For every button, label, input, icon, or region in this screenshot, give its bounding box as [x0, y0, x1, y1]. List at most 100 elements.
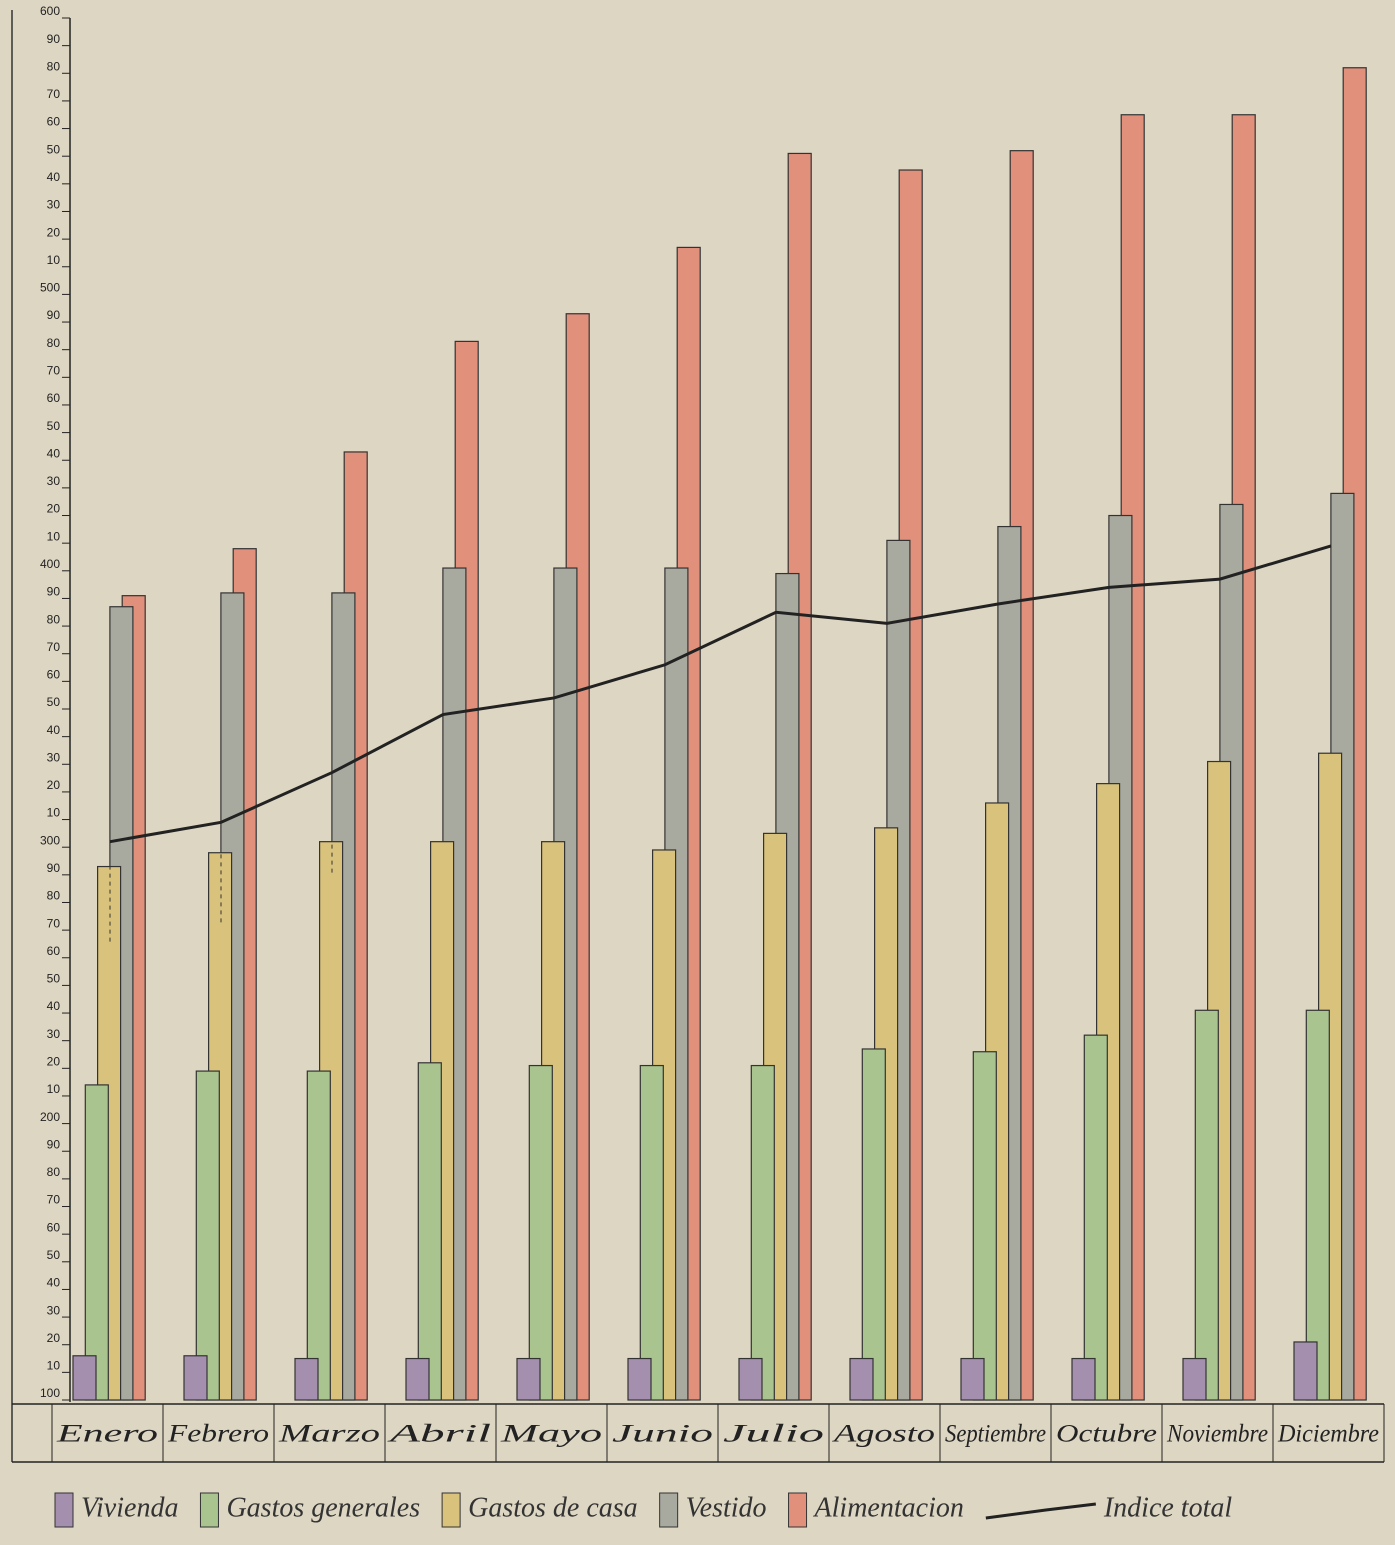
legend-label: Alimentacion — [813, 1492, 964, 1523]
bar — [417, 1062, 442, 1401]
line — [109, 544, 1332, 844]
x-tick-label: Marzo — [277, 1421, 380, 1448]
y-tick-label: 50 — [47, 1248, 61, 1262]
bar — [405, 1357, 430, 1401]
y-tick-label: 20 — [47, 225, 61, 239]
x-tick-label: Mayo — [499, 1421, 602, 1448]
bar — [306, 1070, 331, 1401]
bar — [72, 1355, 97, 1401]
x-tick-label: Septiembre — [945, 1421, 1046, 1448]
y-tick-label: 60 — [47, 668, 61, 682]
bar — [183, 1355, 208, 1401]
bar — [972, 1051, 997, 1401]
x-tick-label: Junio — [612, 1421, 713, 1448]
bar — [1182, 1357, 1207, 1401]
y-tick-label: 90 — [47, 585, 61, 599]
y-tick-label: 80 — [47, 336, 61, 350]
x-tick-label: Febrero — [167, 1421, 269, 1448]
bar — [528, 1064, 553, 1401]
y-tick-label: 10 — [47, 1082, 61, 1096]
y-tick-label: 90 — [47, 32, 61, 46]
x-tick-label: Agosto — [831, 1421, 935, 1448]
y-tick-label: 70 — [47, 87, 61, 101]
legend-swatch — [788, 1492, 808, 1528]
x-tick-label: Abril — [386, 1421, 491, 1448]
y-tick-label: 10 — [47, 529, 61, 543]
y-tick-label: 30 — [47, 1303, 61, 1317]
x-tick-label: Diciembre — [1277, 1421, 1379, 1448]
y-tick-label: 300 — [40, 833, 60, 847]
y-tick-label: 40 — [47, 446, 61, 460]
y-tick-label: 40 — [47, 170, 61, 184]
y-tick-label: 60 — [47, 391, 61, 405]
y-tick-label: 70 — [47, 363, 61, 377]
legend-label: Indice total — [1103, 1492, 1233, 1523]
y-tick-label: 30 — [47, 198, 61, 212]
y-tick-label: 10 — [47, 253, 61, 267]
y-tick-label: 20 — [47, 1331, 61, 1345]
y-tick-label: 80 — [47, 612, 61, 626]
legend-label: Gastos generales — [226, 1492, 420, 1523]
y-tick-label: 60 — [47, 944, 61, 958]
bar — [960, 1357, 985, 1401]
bar — [861, 1048, 886, 1401]
y-tick-label: 80 — [47, 59, 61, 73]
legend-label: Vestido — [686, 1492, 767, 1523]
bar — [849, 1357, 874, 1401]
y-tick-label: 90 — [47, 308, 61, 322]
y-tick-label: 10 — [47, 1359, 61, 1373]
bar — [1083, 1034, 1108, 1401]
bar — [627, 1357, 652, 1401]
y-tick-label: 20 — [47, 1054, 61, 1068]
y-tick-label: 60 — [47, 1220, 61, 1234]
bar — [294, 1357, 319, 1401]
y-tick-label: 20 — [47, 778, 61, 792]
y-tick-label: 90 — [47, 861, 61, 875]
y-tick-label: 50 — [47, 695, 61, 709]
y-tick-label: 30 — [47, 1027, 61, 1041]
legend-swatch — [199, 1492, 219, 1528]
y-tick-label: 80 — [47, 1165, 61, 1179]
bar — [639, 1064, 664, 1401]
y-tick-label: 10 — [47, 806, 61, 820]
x-tick-label: Enero — [55, 1421, 158, 1448]
y-tick-label: 400 — [40, 557, 60, 571]
y-tick-label: 40 — [47, 999, 61, 1013]
y-tick-label: 80 — [47, 889, 61, 903]
y-tick-label: 90 — [47, 1137, 61, 1151]
x-tick-label: Julio — [723, 1421, 824, 1448]
bar — [738, 1357, 763, 1401]
bar — [1071, 1357, 1096, 1401]
bar — [195, 1070, 220, 1401]
y-tick-label: 50 — [47, 142, 61, 156]
y-tick-label: 20 — [47, 502, 61, 516]
bar — [1194, 1009, 1219, 1401]
legend-line — [985, 1502, 1097, 1520]
y-tick-label: 600 — [40, 4, 60, 18]
y-tick-label: 200 — [40, 1110, 60, 1124]
x-tick-label: Noviembre — [1166, 1421, 1268, 1448]
y-tick-label: 500 — [40, 281, 60, 295]
y-tick-label: 50 — [47, 972, 61, 986]
bar — [1293, 1341, 1318, 1401]
y-tick-label: 50 — [47, 419, 61, 433]
y-tick-label: 30 — [47, 474, 61, 488]
y-tick-label: 70 — [47, 640, 61, 654]
bar — [1305, 1009, 1330, 1401]
legend-swatch — [441, 1492, 461, 1528]
y-tick-label: 70 — [47, 916, 61, 930]
legend-label: Gastos de casa — [468, 1492, 638, 1523]
bar — [84, 1084, 109, 1401]
y-tick-label: 40 — [47, 723, 61, 737]
legend-label: Vivienda — [81, 1492, 178, 1523]
x-tick-label: Octubre — [1056, 1421, 1157, 1448]
y-tick-label: 100 — [40, 1386, 60, 1400]
y-tick-label: 30 — [47, 750, 61, 764]
legend-swatch — [659, 1492, 679, 1528]
y-tick-label: 40 — [47, 1276, 61, 1290]
y-tick-label: 70 — [47, 1193, 61, 1207]
bar — [750, 1064, 775, 1401]
legend-swatch — [54, 1492, 74, 1528]
